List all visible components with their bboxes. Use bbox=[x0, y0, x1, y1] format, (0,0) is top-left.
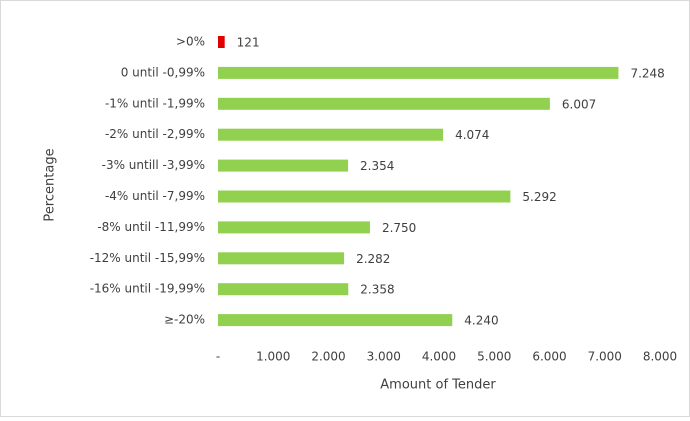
x-tick-label: 3.000 bbox=[367, 350, 401, 364]
y-tick-label: >0% bbox=[176, 35, 205, 49]
x-tick-label: - bbox=[216, 350, 220, 364]
value-label: 5.292 bbox=[522, 190, 556, 204]
y-tick-label: 0 until -0,99% bbox=[121, 65, 205, 79]
y-axis-title: Percentage bbox=[43, 148, 58, 221]
bar bbox=[218, 190, 511, 203]
y-tick-label: -12% until -15,99% bbox=[90, 251, 205, 265]
x-tick-label: 2.000 bbox=[311, 350, 345, 364]
value-label: 2.358 bbox=[360, 283, 394, 297]
y-tick-label: ≥-20% bbox=[164, 313, 205, 327]
x-tick-label: 8.000 bbox=[643, 350, 677, 364]
y-tick-label: -8% until -11,99% bbox=[97, 220, 205, 234]
bar bbox=[218, 252, 345, 265]
bar bbox=[218, 66, 619, 79]
value-label: 2.750 bbox=[382, 221, 416, 235]
value-label: 2.354 bbox=[360, 159, 394, 173]
x-tick-label: 1.000 bbox=[256, 350, 290, 364]
bar bbox=[218, 283, 349, 296]
bar bbox=[218, 159, 349, 172]
value-label: 2.282 bbox=[356, 252, 390, 266]
x-tick-label: 4.000 bbox=[422, 350, 456, 364]
bar bbox=[218, 314, 453, 327]
value-label: 7.248 bbox=[630, 66, 664, 80]
y-tick-label: -4% until -7,99% bbox=[105, 189, 205, 203]
bar bbox=[218, 36, 225, 48]
y-tick-label: -3% untill -3,99% bbox=[102, 158, 205, 172]
value-label: 4.074 bbox=[455, 128, 489, 142]
value-label: 6.007 bbox=[562, 97, 596, 111]
y-tick-label: -16% until -19,99% bbox=[90, 282, 205, 296]
value-label: 4.240 bbox=[464, 314, 498, 328]
x-tick-label: 7.000 bbox=[588, 350, 622, 364]
bar bbox=[218, 221, 370, 234]
value-label: 121 bbox=[237, 36, 260, 50]
y-tick-label: -1% until -1,99% bbox=[105, 96, 205, 110]
y-tick-label: -2% until -2,99% bbox=[105, 127, 205, 141]
bar bbox=[218, 128, 444, 141]
x-axis-title: Amount of Tender bbox=[380, 378, 496, 393]
bar bbox=[218, 97, 550, 110]
x-tick-label: 5.000 bbox=[477, 350, 511, 364]
x-tick-label: 6.000 bbox=[532, 350, 566, 364]
